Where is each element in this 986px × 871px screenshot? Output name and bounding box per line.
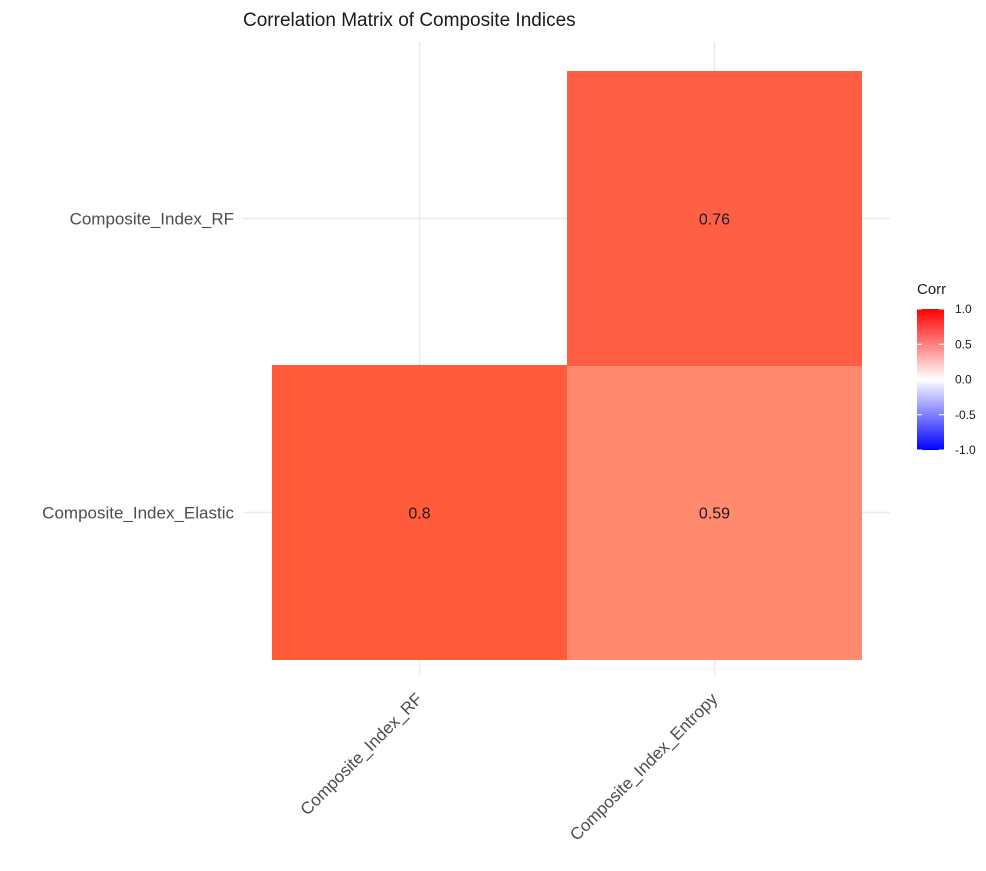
legend-title: Corr (917, 281, 946, 298)
cell-value-label-2: 0.76 (699, 212, 730, 229)
legend-tick-label-1: 0.5 (955, 337, 972, 351)
legend-tick-label-2: 0.0 (955, 373, 972, 387)
legend-tick-label-4: -1.0 (955, 443, 976, 457)
heatmap-cell-1 (567, 365, 862, 660)
heatmap-cell-0 (272, 365, 567, 660)
x-tick-label-1: Composite_Index_Entropy (566, 689, 721, 844)
cell-value-label-1: 0.59 (699, 506, 730, 523)
x-axis: Composite_Index_RF Composite_Index_Entrop… (297, 689, 722, 844)
cell-value-labels: 0.8 0.59 0.76 (408, 212, 730, 523)
color-legend: Corr 1.0 0.5 0.0 -0.5 -1.0 (917, 281, 976, 457)
y-tick-label-0: Composite_Index_Elastic (42, 504, 234, 523)
heatmap-cell-2 (567, 71, 862, 366)
x-tick-label-0: Composite_Index_RF (297, 689, 427, 819)
chart-title: Correlation Matrix of Composite Indices (243, 10, 576, 31)
legend-tick-label-0: 1.0 (955, 302, 972, 316)
heatmap-cells (272, 71, 862, 660)
y-axis: Composite_Index_Elastic Composite_Index_R… (42, 210, 234, 523)
legend-tick-label-3: -0.5 (955, 408, 976, 422)
legend-ticks: 1.0 0.5 0.0 -0.5 -1.0 (917, 302, 976, 457)
cell-value-label-0: 0.8 (408, 506, 430, 523)
y-tick-label-1: Composite_Index_RF (70, 210, 234, 229)
